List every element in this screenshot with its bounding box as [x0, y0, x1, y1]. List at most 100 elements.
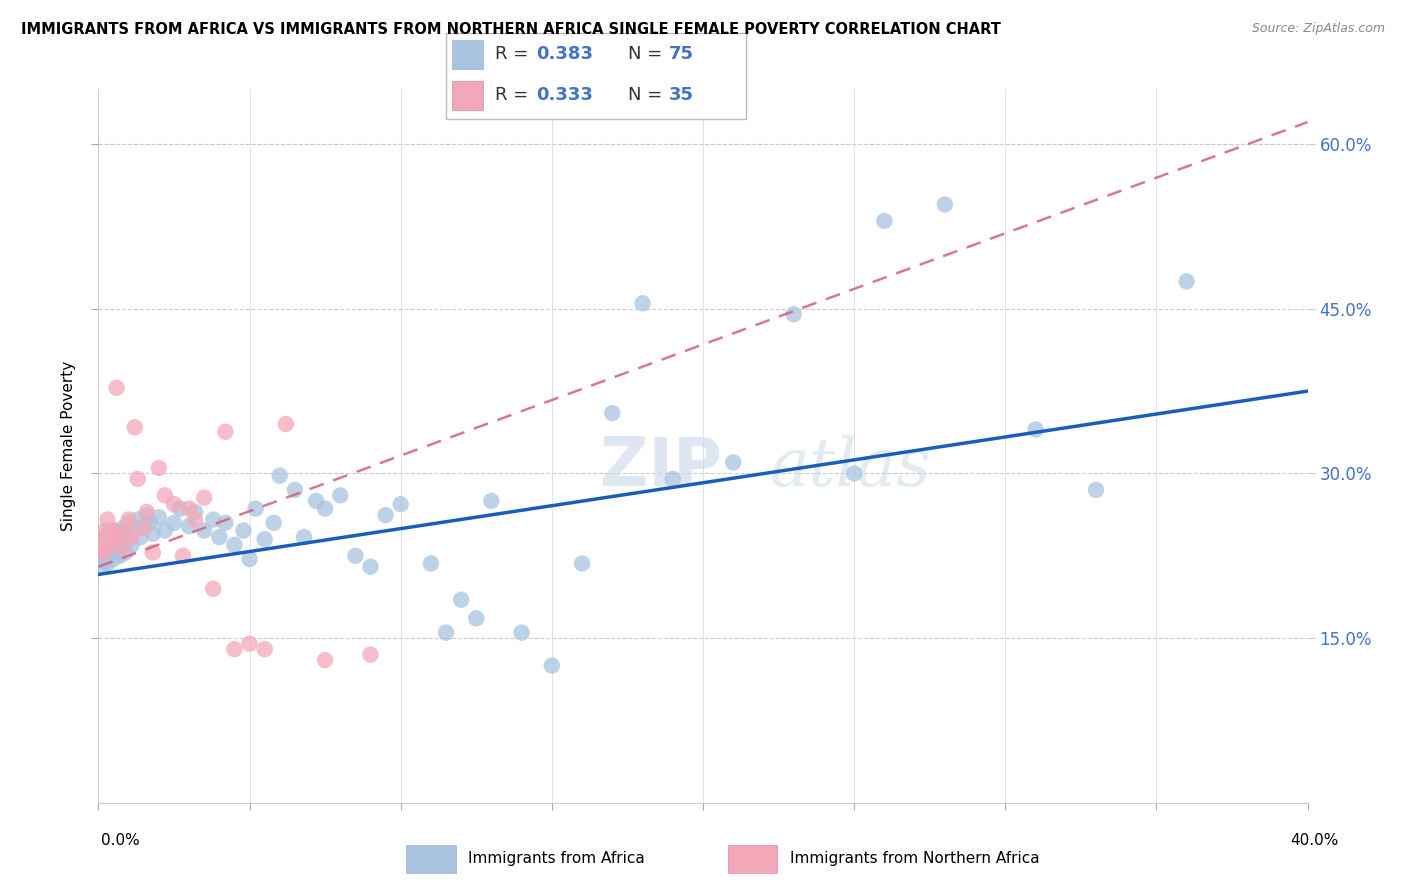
Point [121, 538, 143, 552]
Point [253, 533, 276, 547]
Point [202, 512, 225, 526]
FancyBboxPatch shape [446, 33, 747, 119]
Point [540, 658, 562, 673]
Point [111, 538, 134, 552]
Point [360, 648, 382, 662]
Point [105, 381, 128, 395]
Point [135, 508, 157, 523]
Text: ZIP: ZIP [600, 434, 723, 500]
Point [631, 296, 654, 310]
Point [96, 538, 118, 552]
Point [269, 468, 291, 483]
Point [153, 524, 176, 538]
Point [90, 543, 112, 558]
Point [274, 417, 297, 431]
Point [96, 557, 118, 571]
Point [105, 543, 128, 558]
Point [90, 559, 112, 574]
Point [93, 545, 115, 559]
Point [374, 508, 396, 523]
Text: N =: N = [628, 45, 668, 63]
Point [172, 549, 194, 563]
FancyBboxPatch shape [453, 81, 484, 110]
Point [602, 406, 624, 420]
Point [184, 512, 207, 526]
Point [153, 488, 176, 502]
Point [93, 554, 115, 568]
Text: N =: N = [628, 87, 668, 104]
Point [127, 472, 149, 486]
Point [253, 642, 276, 657]
Point [142, 545, 165, 559]
Point [239, 552, 262, 566]
Point [163, 516, 186, 530]
Point [163, 497, 186, 511]
Point [1085, 483, 1108, 497]
Text: IMMIGRANTS FROM AFRICA VS IMMIGRANTS FROM NORTHERN AFRICA SINGLE FEMALE POVERTY : IMMIGRANTS FROM AFRICA VS IMMIGRANTS FRO… [21, 22, 1001, 37]
Point [108, 533, 131, 547]
Point [184, 505, 207, 519]
Point [90, 549, 112, 563]
Point [934, 197, 956, 211]
Point [420, 557, 443, 571]
Point [193, 491, 215, 505]
Point [103, 538, 125, 552]
Point [239, 637, 262, 651]
Point [389, 497, 412, 511]
Point [148, 510, 170, 524]
Point [103, 552, 125, 566]
Point [179, 501, 201, 516]
Point [100, 545, 122, 559]
Point [450, 592, 472, 607]
Point [127, 512, 149, 526]
Point [108, 549, 131, 563]
Point [292, 530, 315, 544]
Point [314, 501, 336, 516]
Point [93, 543, 115, 558]
Point [169, 501, 191, 516]
Point [434, 625, 457, 640]
Text: 40.0%: 40.0% [1291, 833, 1339, 847]
Point [263, 516, 285, 530]
Point [224, 538, 246, 552]
Point [329, 488, 352, 502]
Point [103, 524, 125, 538]
Point [111, 521, 134, 535]
Text: 35: 35 [669, 87, 693, 104]
Text: 0.333: 0.333 [536, 87, 592, 104]
Text: 0.0%: 0.0% [101, 833, 141, 847]
Point [571, 557, 593, 571]
Text: Source: ZipAtlas.com: Source: ZipAtlas.com [1251, 22, 1385, 36]
Point [844, 467, 866, 481]
Point [208, 530, 231, 544]
Point [93, 533, 115, 547]
Point [108, 526, 131, 541]
Point [783, 307, 806, 321]
Point [510, 625, 533, 640]
Point [114, 524, 136, 538]
Point [314, 653, 336, 667]
Point [96, 512, 118, 526]
Point [105, 526, 128, 541]
Point [118, 533, 141, 547]
Point [202, 582, 225, 596]
Point [873, 214, 896, 228]
Point [103, 524, 125, 538]
Text: atlas: atlas [769, 434, 931, 500]
Point [118, 512, 141, 526]
Point [344, 549, 367, 563]
Text: Immigrants from Northern Africa: Immigrants from Northern Africa [790, 851, 1039, 866]
Point [118, 516, 141, 530]
Point [245, 501, 267, 516]
Point [465, 611, 488, 625]
Point [224, 642, 246, 657]
Point [148, 461, 170, 475]
Point [93, 524, 115, 538]
Point [100, 530, 122, 544]
Point [129, 530, 152, 544]
Point [142, 526, 165, 541]
Text: 0.383: 0.383 [536, 45, 593, 63]
Point [1175, 274, 1198, 288]
Point [284, 483, 307, 497]
Point [124, 524, 146, 538]
